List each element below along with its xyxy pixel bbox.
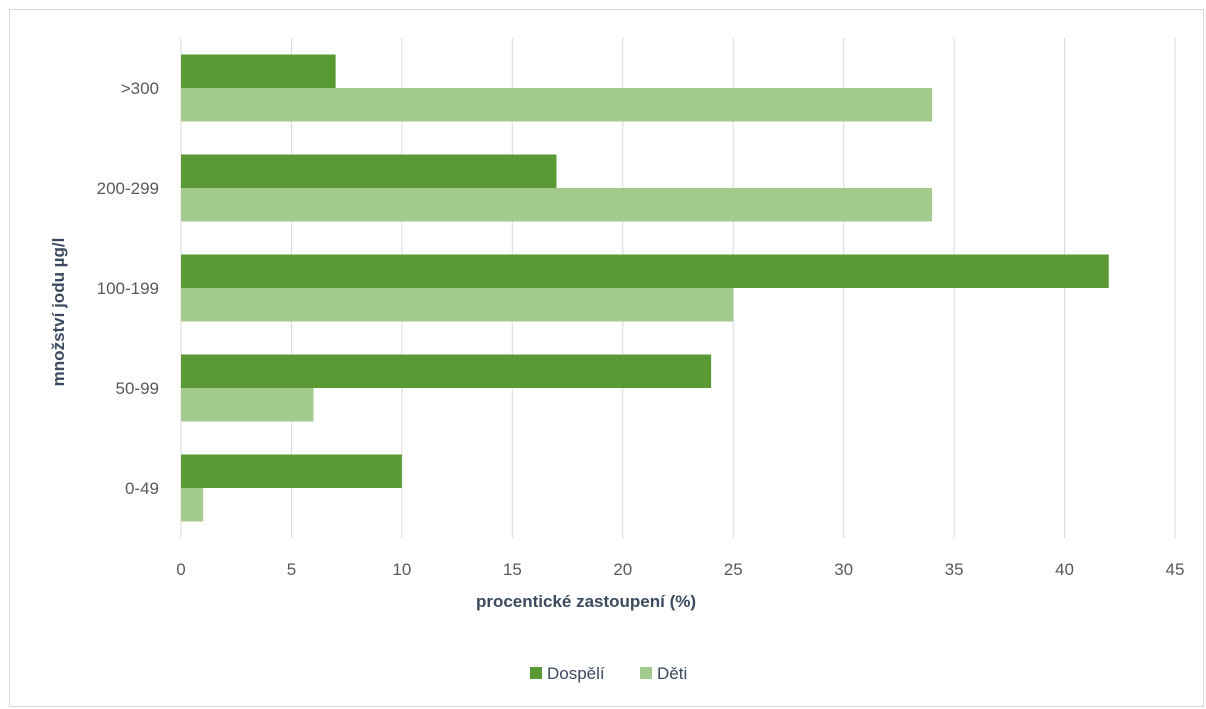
x-tick-label: 20 (613, 560, 632, 579)
x-tick-label: 15 (503, 560, 522, 579)
x-tick-label: 10 (392, 560, 411, 579)
x-tick-label: 30 (834, 560, 853, 579)
bar-deti (181, 88, 933, 122)
bar-deti (181, 388, 314, 422)
y-tick-label: 100-199 (97, 279, 159, 298)
chart-frame (9, 9, 1204, 707)
bar-dospeli (181, 254, 1109, 288)
bar-deti (181, 288, 734, 322)
x-tick-label: 40 (1055, 560, 1074, 579)
x-tick-label: 25 (724, 560, 743, 579)
bar-deti (181, 488, 204, 522)
x-tick-label: 5 (287, 560, 296, 579)
legend-label: Dospělí (547, 664, 605, 683)
x-tick-label: 35 (945, 560, 964, 579)
y-tick-label: 50-99 (116, 379, 159, 398)
x-tick-label: 0 (176, 560, 185, 579)
x-tick-label: 45 (1166, 560, 1185, 579)
bar-deti (181, 188, 933, 222)
bar-dospeli (181, 354, 712, 388)
legend-swatch (640, 667, 652, 679)
legend-label: Děti (657, 664, 687, 683)
x-axis-title: procentické zastoupení (%) (476, 592, 696, 611)
y-tick-label: 0-49 (125, 479, 159, 498)
bar-dospeli (181, 154, 557, 188)
y-tick-label: 200-299 (97, 179, 159, 198)
bar-dospeli (181, 454, 402, 488)
bar-dospeli (181, 54, 336, 88)
y-tick-label: >300 (121, 79, 159, 98)
legend: Dospělí Děti (530, 664, 687, 683)
y-axis-ticks: 0-49 50-99 100-199 200-299 >300 (97, 79, 159, 498)
legend-swatch (530, 667, 542, 679)
x-axis-ticks: 0 5 10 15 20 25 30 35 40 45 (176, 560, 1184, 579)
y-axis-title: množství jodu µg/l (49, 238, 68, 387)
bars (181, 54, 1109, 522)
